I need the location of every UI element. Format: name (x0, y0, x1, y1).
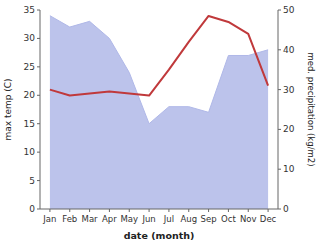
x-tick (149, 209, 150, 212)
y-tick-label: 15 (24, 119, 35, 129)
x-tick (228, 209, 229, 212)
x-tick-label: Mar (82, 214, 99, 224)
x-tick-label: Sep (201, 214, 217, 224)
y-tick (37, 66, 40, 67)
area (50, 16, 268, 209)
y2-tick-label: 0 (283, 204, 289, 214)
x-tick-label: Feb (62, 214, 77, 224)
x-axis-title: date (month) (124, 230, 195, 241)
y2-tick-label: 30 (283, 85, 295, 95)
y-tick (37, 38, 40, 39)
y2-tick (278, 129, 281, 130)
x-tick (89, 209, 90, 212)
y-tick (37, 180, 40, 181)
chart: Jan Feb MarAprMayJun Jul Aug Sep Oct NovDec 0 5 10… (0, 0, 318, 247)
x-tick-label: Aug (180, 214, 197, 224)
y-tick-label: 20 (24, 90, 36, 100)
y2-tick-label: 50 (283, 5, 295, 15)
x-axis-line (40, 209, 278, 210)
y-tick (37, 10, 40, 11)
x-tick-label: Dec (260, 214, 277, 224)
plot-area (50, 16, 268, 209)
x-tick-label: Jul (163, 214, 174, 224)
x-tick-label: Nov (240, 214, 257, 224)
x-tick (208, 209, 209, 212)
y-tick-label: 30 (24, 33, 36, 43)
x-tick (49, 209, 50, 212)
y2-axis-title: med. precipitation (kg/m2) (306, 52, 316, 166)
y2-tick (278, 169, 281, 170)
x-tick-label: Oct (221, 214, 236, 224)
x-tick-label: Apr (102, 214, 117, 224)
y2-axis-line (278, 10, 279, 209)
y2-tick (278, 49, 281, 50)
area-line (50, 16, 268, 124)
x-tick-label: Jan (42, 214, 56, 224)
x-tick (268, 209, 269, 212)
line (50, 16, 268, 96)
x-tick (188, 209, 189, 212)
y-tick (37, 152, 40, 153)
y-axis-title: max temp (C) (3, 78, 13, 140)
x-tick (129, 209, 130, 212)
y2-tick-label: 10 (283, 164, 295, 174)
y-axis-line (40, 10, 41, 209)
y2-tick (278, 209, 281, 210)
y-tick (37, 209, 40, 210)
chart-container: Jan Feb MarAprMayJun Jul Aug Sep Oct NovDec 0 5 10… (0, 0, 318, 247)
y-tick-label: 10 (24, 147, 36, 157)
y-tick-label: 0 (29, 204, 35, 214)
x-tick (168, 209, 169, 212)
y-tick-label: 35 (24, 5, 35, 15)
x-tick (109, 209, 110, 212)
x-tick (69, 209, 70, 212)
axes: Jan Feb MarAprMayJun Jul Aug Sep Oct NovDec 0 5 10… (24, 5, 295, 224)
y2-tick-label: 20 (283, 124, 295, 134)
y-tick-label: 25 (24, 62, 35, 72)
y-tick-label: 5 (29, 176, 35, 186)
y-tick (37, 123, 40, 124)
x-tick (248, 209, 249, 212)
y2-tick-label: 40 (283, 45, 295, 55)
y2-tick (278, 89, 281, 90)
y-tick (37, 95, 40, 96)
x-tick-label: Jun (141, 214, 155, 224)
x-tick-label: May (120, 214, 138, 224)
y2-tick (278, 10, 281, 11)
